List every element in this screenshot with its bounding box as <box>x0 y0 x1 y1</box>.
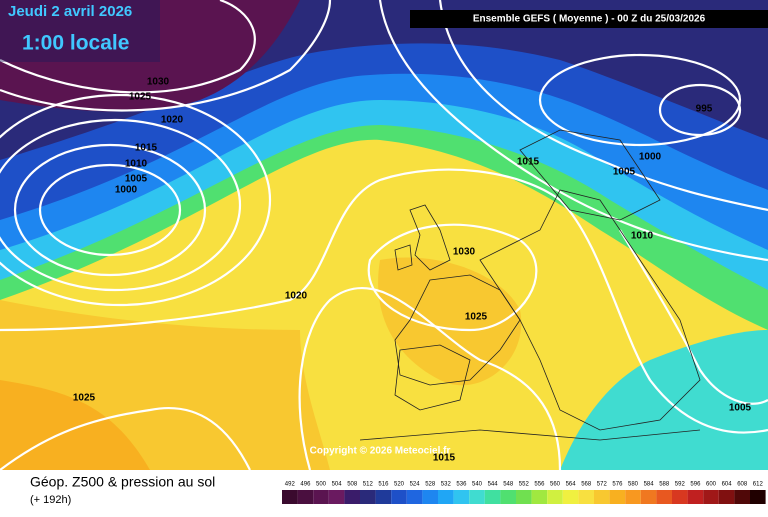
isobar-label: 1010 <box>125 159 148 170</box>
colorbar-cell <box>656 490 672 504</box>
coastlines <box>359 129 701 441</box>
isobar-label: 1005 <box>125 174 148 185</box>
colorbar-label: 532 <box>441 482 452 488</box>
colorbar-cell <box>531 490 548 504</box>
colorbar-cell <box>672 490 688 504</box>
time: 1:00 locale <box>22 32 129 55</box>
colorbar-label: 568 <box>581 482 592 488</box>
title-bg <box>0 0 160 62</box>
colorbar-cell <box>344 490 360 504</box>
isobars <box>0 0 768 471</box>
isobar-label: 1005 <box>613 167 636 178</box>
colorbar-label: 588 <box>659 482 670 488</box>
colorbar-cell <box>625 490 641 504</box>
isobar-label: 995 <box>696 104 713 115</box>
colorbar-label: 548 <box>503 482 514 488</box>
colorbar-label: 492 <box>285 482 296 488</box>
colorbar-label: 520 <box>394 482 405 488</box>
colorbar-label: 544 <box>488 482 499 488</box>
colorbar-label: 556 <box>534 482 545 488</box>
run-info: Ensemble GEFS ( Moyenne ) - 00 Z du 25/0… <box>473 14 706 25</box>
colorbar-label: 564 <box>566 482 577 488</box>
colorbar-cell <box>640 490 657 504</box>
footer-title: Géop. Z500 & pression au sol <box>30 474 215 490</box>
colorbar-cell <box>516 490 532 504</box>
colorbar-label: 508 <box>347 482 358 488</box>
colorbar-label: 500 <box>316 482 327 488</box>
colorbar-cell <box>469 490 485 504</box>
colorbar-label: 612 <box>753 482 764 488</box>
colorbar-cell <box>422 490 438 504</box>
isobar-label: 1030 <box>147 77 170 88</box>
colorbar-label: 584 <box>644 482 655 488</box>
isobar-label: 1020 <box>161 115 184 126</box>
isobar-label: 1030 <box>453 247 476 258</box>
colorbar-cell <box>438 490 454 504</box>
isobar-label: 1005 <box>729 403 752 414</box>
colorbar-label: 560 <box>550 482 561 488</box>
isobar-label: 1000 <box>115 185 138 196</box>
colorbar-label: 496 <box>300 482 311 488</box>
colorbar-cell <box>718 490 735 504</box>
colorbar-label: 528 <box>425 482 436 488</box>
colorbar-cell <box>313 490 329 504</box>
isobar-label: 1025 <box>73 393 96 404</box>
copyright: Copyright © 2026 Meteociel.fr <box>310 446 451 457</box>
colorbar-cell <box>406 490 423 504</box>
colorbar-cell <box>484 490 501 504</box>
isobar-label: 1000 <box>639 152 662 163</box>
colorbar-label: 576 <box>612 482 623 488</box>
colorbar-label: 596 <box>690 482 701 488</box>
colorbar-label: 580 <box>628 482 639 488</box>
colorbar-cell <box>282 490 298 504</box>
colorbar: 492 496 500 504 508 512 516 520 524 528 532 536 540 5… <box>282 482 766 504</box>
footer-lead: (+ 192h) <box>30 494 71 506</box>
colorbar-cell <box>609 490 626 504</box>
colorbar-cell <box>328 490 345 504</box>
isobar-label: 1015 <box>433 453 456 464</box>
colorbar-cell <box>391 490 407 504</box>
colorbar-label: 504 <box>332 482 343 488</box>
colorbar-label: 600 <box>706 482 717 488</box>
isobar-label: 1010 <box>631 231 654 242</box>
colorbar-cell <box>500 490 516 504</box>
colorbar-cell <box>360 490 376 504</box>
isobar-label: 1015 <box>135 143 158 154</box>
field <box>0 0 768 470</box>
colorbar-cell <box>578 490 594 504</box>
colorbar-label: 540 <box>472 482 483 488</box>
colorbar-label: 592 <box>675 482 686 488</box>
colorbar-cell <box>594 490 610 504</box>
colorbar-cell <box>687 490 704 504</box>
colorbar-cell <box>750 490 766 504</box>
colorbar-label: 608 <box>737 482 748 488</box>
colorbar-cell <box>562 490 579 504</box>
colorbar-label: 524 <box>410 482 421 488</box>
isobar-label: 1025 <box>465 312 488 323</box>
colorbar-cell <box>453 490 470 504</box>
isobar-label: 1020 <box>285 291 308 302</box>
colorbar-label: 572 <box>597 482 608 488</box>
colorbar-cell <box>734 490 750 504</box>
colorbar-cell <box>297 490 314 504</box>
colorbar-label: 516 <box>378 482 389 488</box>
colorbar-label: 536 <box>456 482 467 488</box>
colorbar-cell <box>703 490 719 504</box>
isobar-label: 1015 <box>517 157 540 168</box>
colorbar-label: 512 <box>363 482 374 488</box>
colorbar-cell <box>375 490 392 504</box>
colorbar-label: 604 <box>722 482 733 488</box>
colorbar-cell <box>547 490 563 504</box>
run-bg <box>410 10 768 28</box>
colorbar-label: 552 <box>519 482 530 488</box>
isobar-label: 1025 <box>129 92 152 103</box>
isobar-labels: 1030102510201015101010051000103010201025… <box>73 77 752 464</box>
date: Jeudi 2 avril 2026 <box>8 3 132 20</box>
